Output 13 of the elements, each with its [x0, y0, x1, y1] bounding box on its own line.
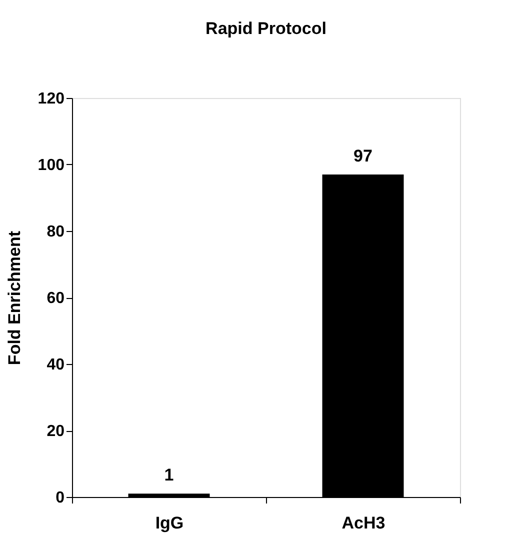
y-tick-label: 20 — [46, 423, 65, 440]
chart-title: Rapid Protocol — [206, 19, 326, 38]
data-label: 1 — [164, 466, 174, 485]
y-tick-label: 0 — [56, 490, 65, 506]
y-tick-label: 80 — [46, 224, 65, 240]
y-tick-label: 60 — [46, 290, 65, 307]
x-tick-label: IgG — [155, 514, 184, 532]
y-tick-label: 120 — [38, 90, 65, 108]
x-tick-label: AcH3 — [342, 514, 386, 532]
y-tick-label: 40 — [46, 356, 65, 374]
data-label: 97 — [354, 146, 372, 166]
y-axis-title: Fold Enrichment — [4, 230, 24, 366]
y-tick-label: 100 — [38, 157, 65, 174]
